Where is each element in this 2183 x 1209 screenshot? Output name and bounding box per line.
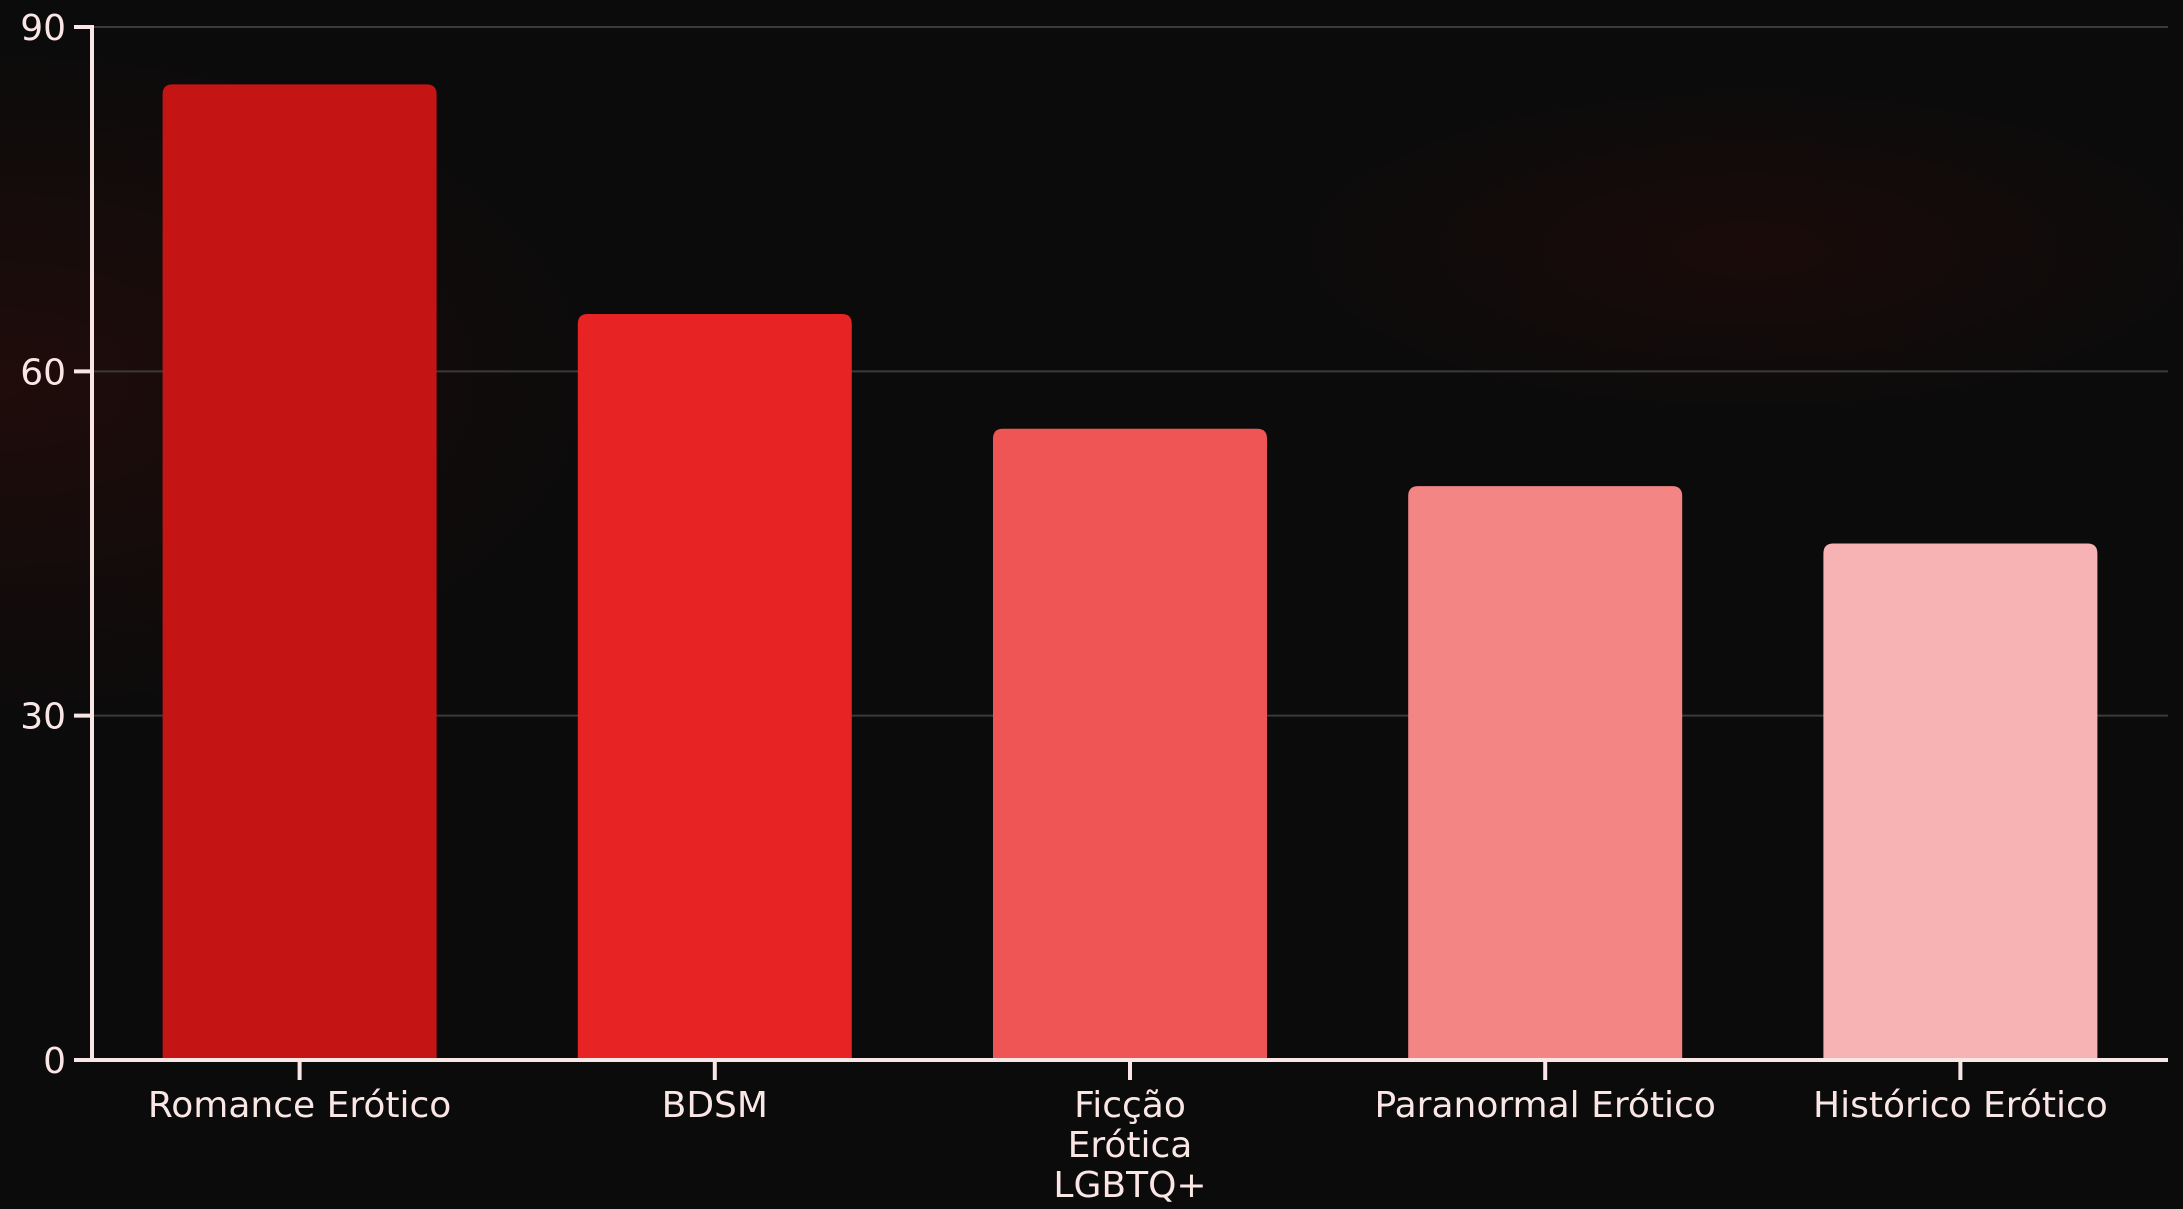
x-tick-label: Romance Erótico (148, 1085, 451, 1126)
y-tick-label: 60 (20, 352, 66, 393)
x-tick-label: Ficção (1074, 1085, 1186, 1126)
y-tick-label: 30 (20, 697, 66, 738)
y-tick-label: 0 (43, 1041, 66, 1082)
x-tick-label: LGBTQ+ (1053, 1165, 1206, 1204)
bar (162, 84, 437, 1060)
y-tick-label: 90 (20, 8, 66, 49)
bar (577, 313, 852, 1060)
bars (162, 84, 2098, 1061)
tick-labels: 0 30 60 90 Romance Erótico BDSM FicçãoEróticaL… (20, 8, 2108, 1206)
x-tick-label: Histórico Erótico (1813, 1085, 2108, 1126)
x-tick-label: Erótica (1068, 1125, 1193, 1166)
x-tick-label: BDSM (662, 1085, 768, 1126)
bar (1823, 543, 2098, 1060)
bar (1408, 486, 1683, 1061)
axes (74, 25, 2168, 1080)
x-tick-label: Paranormal Erótico (1375, 1085, 1716, 1126)
bar (993, 428, 1267, 1060)
